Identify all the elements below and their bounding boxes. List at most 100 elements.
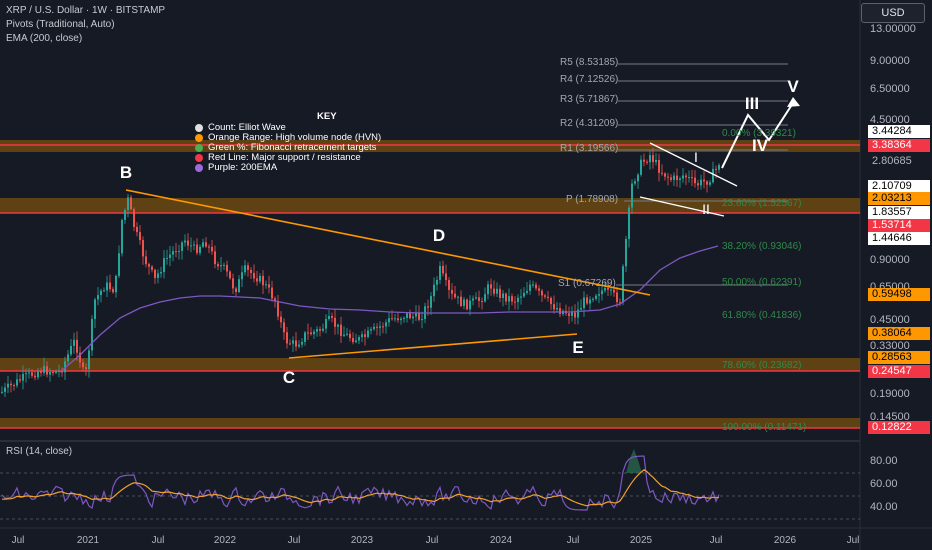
candle-body (97, 295, 99, 300)
candle-body (163, 258, 165, 273)
candle-body (376, 326, 378, 328)
candle-body (25, 373, 27, 375)
candle-body (289, 343, 291, 345)
candle-body (436, 279, 438, 285)
currency-button[interactable]: USD (861, 3, 925, 23)
candle-body (379, 326, 381, 328)
candle-body (592, 298, 594, 300)
price-tag: 3.38364 (868, 139, 930, 152)
candle-body (175, 251, 177, 253)
candle-body (391, 318, 393, 320)
candle-body (157, 273, 159, 279)
candle-body (535, 284, 537, 289)
candle-body (139, 232, 141, 241)
candle-body (169, 254, 171, 258)
rsi-pane[interactable] (0, 443, 860, 528)
candle-body (31, 372, 33, 376)
time-axis-label: 2021 (76, 535, 100, 546)
price-tag: 0.59498 (868, 288, 930, 301)
candle-body (643, 159, 645, 162)
candle-body (13, 385, 15, 387)
candle-body (67, 354, 69, 362)
symbol-title[interactable]: XRP / U.S. Dollar · 1W · BITSTAMP (6, 5, 166, 16)
candle-body (430, 296, 432, 308)
price-tag: 1.83557 (868, 206, 930, 219)
time-axis-label: Jul (151, 535, 165, 546)
candle-body (208, 246, 210, 248)
indicator-ema-label[interactable]: EMA (200, close) (6, 33, 83, 44)
candle-body (706, 181, 708, 185)
candle-body (613, 289, 615, 293)
candle-body (712, 168, 714, 183)
price-axis-label: 13.00000 (870, 23, 916, 35)
candle-body (634, 181, 636, 184)
elliott-subwave-label: II (702, 201, 710, 217)
candle-body (241, 272, 243, 280)
candle-body (439, 265, 441, 280)
candle-body (700, 179, 702, 186)
candle-body (574, 312, 576, 318)
candle-body (370, 329, 372, 331)
candle-body (460, 296, 462, 307)
candle-body (529, 284, 531, 291)
candle-body (571, 312, 573, 316)
candle-body (682, 175, 684, 179)
candle-body (136, 226, 138, 233)
candle-body (517, 297, 519, 303)
rsi-ma-line (1, 469, 720, 507)
candle-body (451, 289, 453, 294)
candle-body (520, 296, 522, 298)
candle-body (37, 371, 39, 378)
time-axis-label: 2022 (213, 535, 237, 546)
candle-body (43, 366, 45, 373)
elliott-wave-label: C (282, 368, 296, 387)
main-pane[interactable] (0, 0, 860, 440)
candle-body (295, 340, 297, 347)
price-tag: 0.24547 (868, 365, 930, 378)
key-item-label: Green %: Fibonacci retracement targets (208, 142, 377, 153)
candle-body (142, 240, 144, 257)
key-item: Purple: 200EMA (195, 163, 381, 173)
candle-body (292, 340, 294, 344)
candle-body (361, 334, 363, 338)
projection-arrowhead (787, 97, 800, 107)
rsi-label[interactable]: RSI (14, close) (6, 446, 73, 457)
fib-label: 100.00% (0.11471) (722, 422, 807, 433)
candle-body (367, 330, 369, 337)
rsi-axis-label: 80.00 (870, 455, 898, 467)
time-axis-label: Jul (287, 535, 301, 546)
candle-body (277, 300, 279, 317)
candle-body (676, 175, 678, 181)
candle-body (409, 313, 411, 319)
candle-body (247, 265, 249, 270)
candle-body (619, 302, 621, 304)
candle-body (478, 297, 480, 301)
key-item-label: Red Line: Major support / resistance (208, 152, 361, 163)
candle-body (433, 284, 435, 297)
indicator-pivots-label[interactable]: Pivots (Traditional, Auto) (6, 19, 115, 30)
candle-body (316, 329, 318, 332)
candle-body (286, 332, 288, 344)
key-legend: KEY Count: Elliot Wave Orange Range: High… (195, 112, 381, 173)
candle-body (406, 313, 408, 318)
candle-body (184, 240, 186, 243)
candle-body (616, 292, 618, 303)
rsi-overbought-fill (626, 449, 642, 473)
fib-label: 50.00% (0.62391) (722, 277, 802, 288)
candle-body (16, 379, 18, 386)
candle-body (709, 182, 711, 185)
time-axis-label: 2023 (350, 535, 374, 546)
candle-body (688, 177, 690, 179)
key-item-label: Orange Range: High volume node (HVN) (208, 132, 382, 143)
candle-body (538, 288, 540, 291)
fib-label: 61.80% (0.41836) (722, 310, 802, 321)
candle-body (364, 334, 366, 337)
candle-body (502, 293, 504, 298)
candle-body (523, 292, 525, 297)
candle-body (397, 318, 399, 321)
candle-body (229, 271, 231, 279)
candle-body (331, 316, 333, 318)
candle-body (355, 340, 357, 343)
candle-body (304, 332, 306, 342)
